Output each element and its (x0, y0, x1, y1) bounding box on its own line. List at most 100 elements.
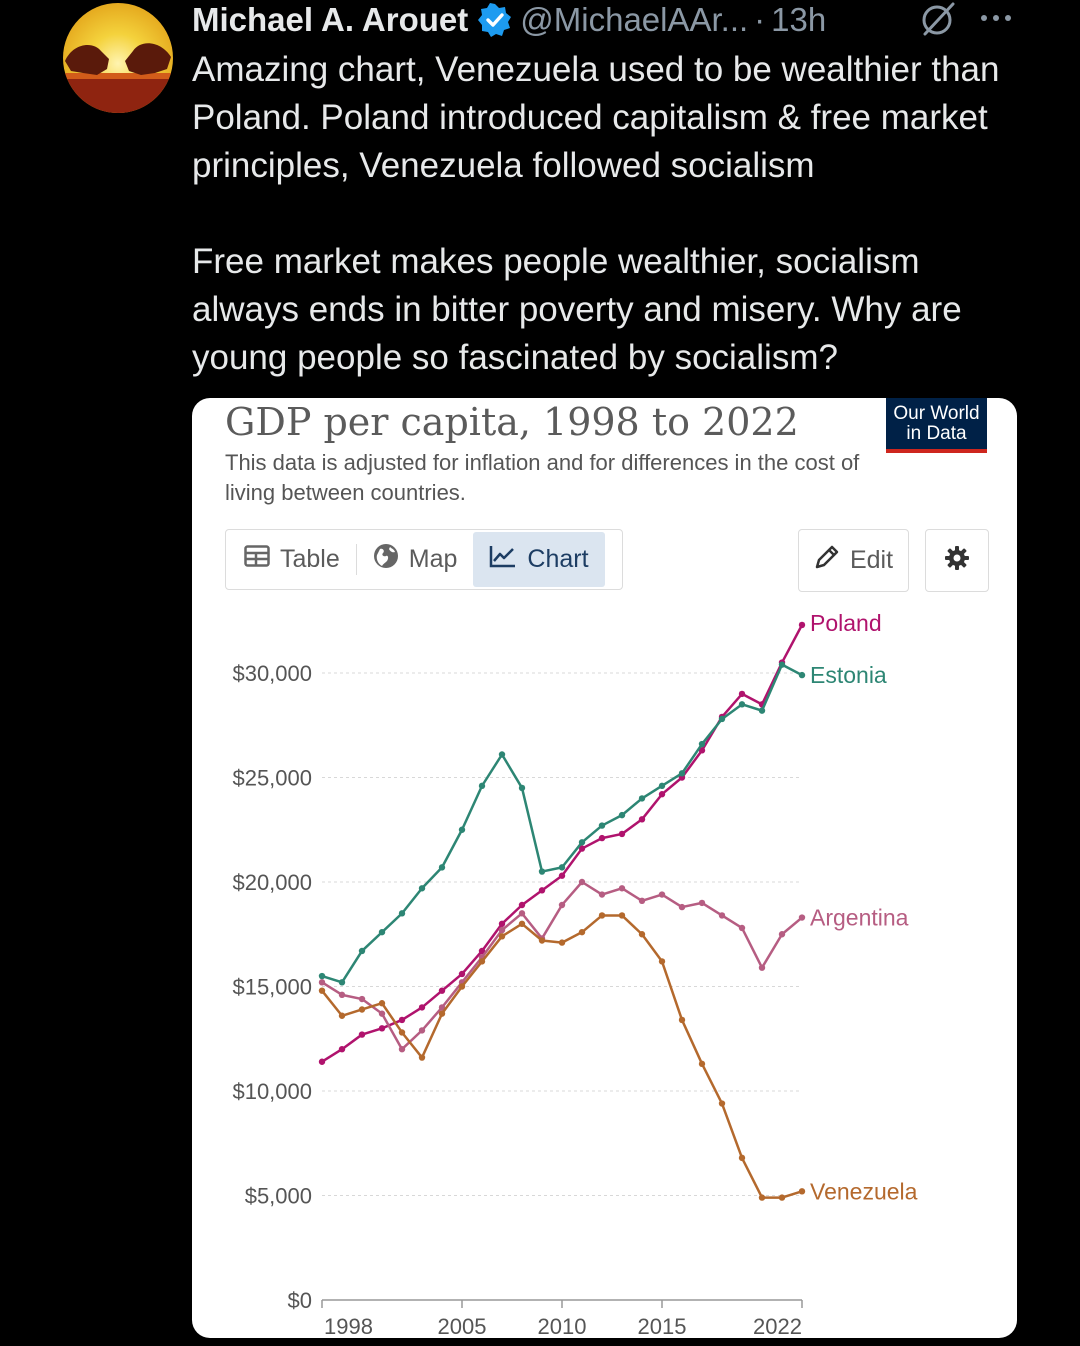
data-point-argentina (678, 903, 686, 911)
data-point-poland (398, 1016, 406, 1024)
data-point-poland (318, 1058, 326, 1065)
post-time[interactable]: 13h (771, 1, 827, 38)
data-point-poland (478, 947, 486, 955)
data-point-venezuela (398, 1029, 406, 1036)
data-point-venezuela (598, 912, 606, 919)
owid-logo[interactable]: Our World in Data (886, 398, 987, 453)
tweet-paragraph-2: Free market makes people wealthier, soci… (192, 242, 962, 377)
data-point-argentina (358, 995, 366, 1003)
data-point-venezuela (758, 1194, 766, 1201)
data-point-venezuela (338, 1012, 346, 1019)
data-point-poland (518, 901, 526, 909)
data-point-venezuela (478, 958, 486, 965)
chart-title: GDP per capita, 1998 to 2022 (225, 400, 799, 444)
data-point-estonia (658, 782, 666, 790)
data-point-argentina (578, 878, 586, 886)
data-point-argentina (618, 885, 626, 892)
tab-chart-label: Chart (527, 545, 589, 573)
data-point-venezuela (438, 1010, 446, 1017)
y-tick-label: $25,000 (232, 766, 312, 791)
data-point-poland (438, 987, 446, 994)
data-point-argentina (778, 931, 786, 938)
data-point-estonia (758, 707, 766, 714)
data-point-argentina (498, 926, 506, 934)
data-point-venezuela (658, 958, 666, 965)
data-point-estonia (318, 972, 326, 980)
edit-button-label: Edit (849, 546, 894, 574)
verified-badge-icon (478, 3, 512, 37)
tab-divider (355, 544, 357, 575)
data-point-estonia (438, 864, 446, 871)
data-point-poland (378, 1025, 386, 1032)
data-point-argentina (718, 912, 726, 919)
data-point-estonia (518, 784, 526, 792)
author-handle[interactable]: @MichaelAAr... (520, 1, 749, 38)
data-point-argentina (518, 910, 526, 917)
owid-logo-line2: in Data (906, 423, 967, 444)
x-tick-label: 2015 (638, 1314, 687, 1338)
x-tick-label: 2010 (538, 1314, 587, 1338)
series-line-poland (321, 624, 804, 1063)
x-tick-label: 2005 (438, 1314, 487, 1338)
data-point-poland (618, 830, 626, 838)
data-point-estonia (558, 864, 566, 871)
series-label-venezuela: Venezuela (810, 1178, 918, 1204)
data-point-venezuela (418, 1054, 426, 1061)
y-tick-label: $30,000 (232, 661, 312, 686)
data-point-argentina (338, 991, 346, 999)
y-tick-label: $0 (288, 1288, 312, 1313)
data-point-venezuela (378, 1000, 386, 1007)
data-point-poland (358, 1031, 366, 1038)
data-point-estonia (778, 661, 786, 668)
view-tabs: Table Map Chart (225, 529, 623, 590)
data-point-venezuela (638, 931, 646, 938)
tab-map[interactable]: Map (357, 532, 474, 587)
data-point-poland (638, 816, 646, 823)
data-point-venezuela (778, 1194, 786, 1201)
more-icon[interactable] (978, 8, 1014, 28)
gear-icon (944, 545, 970, 576)
data-point-venezuela (538, 937, 546, 944)
data-point-argentina (438, 1004, 446, 1011)
data-point-estonia (578, 839, 586, 846)
series-label-estonia: Estonia (810, 662, 887, 688)
tweet-paragraph-1: Amazing chart, Venezuela used to be weal… (192, 50, 1000, 185)
tab-table-label: Table (280, 545, 340, 573)
data-point-poland (738, 690, 746, 698)
y-tick-label: $15,000 (232, 975, 312, 1000)
chart-card[interactable]: GDP per capita, 1998 to 2022 This data i… (192, 398, 1017, 1338)
data-point-estonia (538, 868, 546, 875)
data-point-argentina (398, 1046, 406, 1053)
data-point-argentina (378, 1010, 386, 1017)
data-point-poland (698, 747, 706, 754)
data-point-estonia (618, 811, 626, 819)
x-tick-label: 2022 (753, 1314, 802, 1338)
line-chart[interactable]: $0 $5,000 $10,000 $15,000 $20,000 $25,000 $30,… (192, 398, 1017, 1338)
grok-icon[interactable] (920, 1, 956, 37)
avatar[interactable] (63, 3, 173, 113)
tab-table[interactable]: Table (228, 532, 356, 587)
edit-button[interactable]: Edit (798, 529, 909, 592)
data-point-estonia (698, 740, 706, 748)
data-point-estonia (358, 947, 366, 955)
table-icon (244, 545, 270, 574)
tab-chart[interactable]: Chart (473, 532, 605, 587)
data-point-poland (458, 970, 466, 978)
data-point-poland (538, 887, 546, 894)
data-point-estonia (738, 701, 746, 708)
author-name[interactable]: Michael A. Arouet (192, 1, 469, 38)
data-point-estonia (598, 822, 606, 829)
data-point-argentina (738, 924, 746, 932)
line-chart-icon (489, 544, 517, 575)
data-point-poland (578, 845, 586, 852)
data-point-venezuela (698, 1060, 706, 1068)
data-point-venezuela (498, 933, 506, 940)
data-point-poland (418, 1004, 426, 1011)
data-point-argentina (418, 1027, 426, 1034)
data-point-argentina (598, 891, 606, 898)
data-point-venezuela (558, 939, 566, 946)
settings-button[interactable] (925, 529, 989, 592)
data-point-venezuela (738, 1154, 746, 1162)
separator-dot: · (754, 1, 766, 38)
tab-map-label: Map (408, 545, 458, 573)
